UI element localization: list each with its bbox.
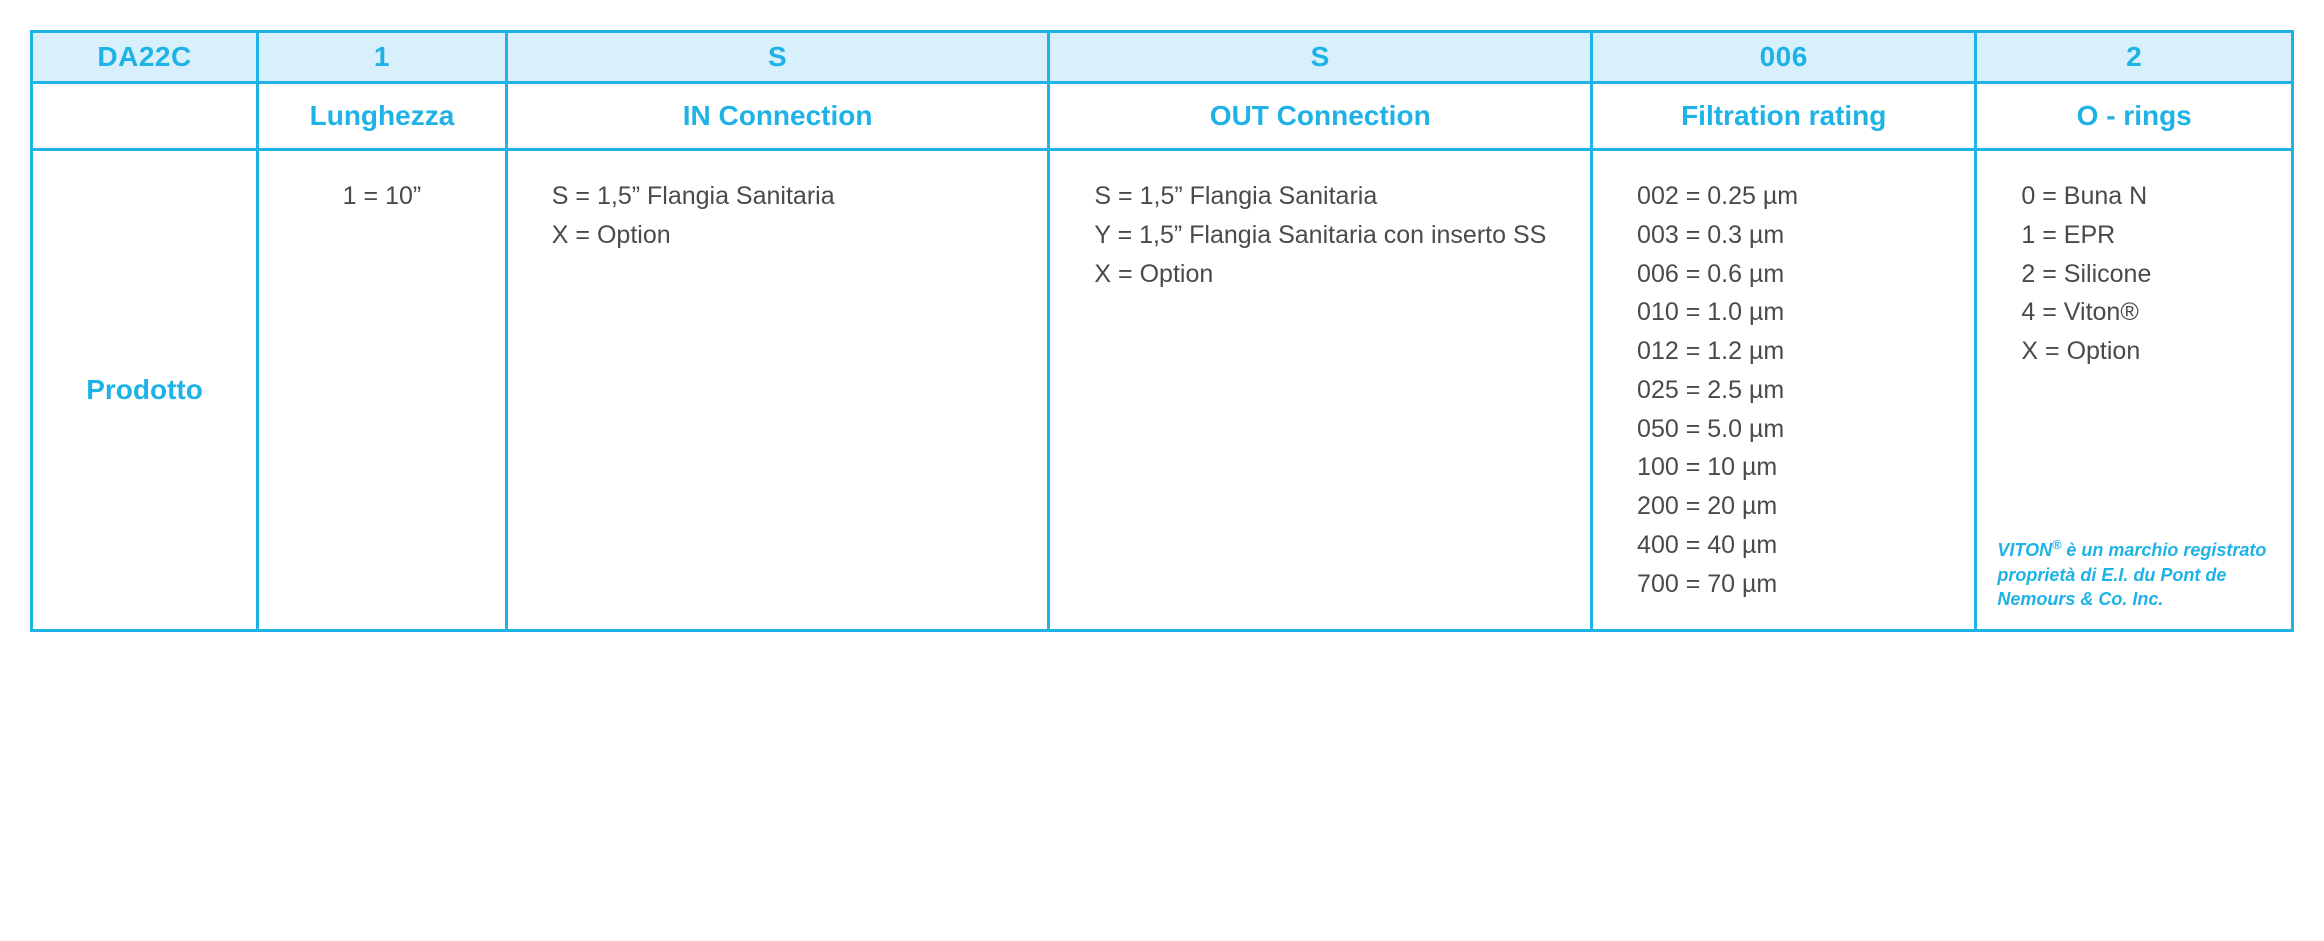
- name-row: Lunghezza IN Connection OUT Connection F…: [32, 83, 2293, 150]
- name-cell-in: IN Connection: [506, 83, 1049, 150]
- name-cell-orings: O - rings: [1976, 83, 2293, 150]
- name-cell-out: OUT Connection: [1049, 83, 1592, 150]
- cell-o-rings: 0 = Buna N1 = EPR2 = Silicone4 = Viton®X…: [1976, 150, 2293, 631]
- name-cell-product: [32, 83, 258, 150]
- code-cell-orings: 2: [1976, 32, 2293, 83]
- product-code-table: DA22C 1 S S 006 2 Lunghezza IN Connectio…: [30, 30, 2294, 632]
- viton-footnote: VITON® è un marchio registrato proprietà…: [1997, 537, 2271, 611]
- code-row: DA22C 1 S S 006 2: [32, 32, 2293, 83]
- row-label-prodotto: Prodotto: [32, 150, 258, 631]
- cell-filtration: 002 = 0.25 µm003 = 0.3 µm006 = 0.6 µm010…: [1592, 150, 1976, 631]
- code-cell-product: DA22C: [32, 32, 258, 83]
- cell-in-connection: S = 1,5” Flangia SanitariaX = Option: [506, 150, 1049, 631]
- o-rings-list: 0 = Buna N1 = EPR2 = Silicone4 = Viton®X…: [2021, 177, 2263, 371]
- code-cell-out: S: [1049, 32, 1592, 83]
- code-cell-length: 1: [258, 32, 507, 83]
- cell-out-connection: S = 1,5” Flangia SanitariaY = 1,5” Flang…: [1049, 150, 1592, 631]
- cell-lunghezza: 1 = 10”: [258, 150, 507, 631]
- name-cell-length: Lunghezza: [258, 83, 507, 150]
- body-row: Prodotto 1 = 10” S = 1,5” Flangia Sanita…: [32, 150, 2293, 631]
- code-cell-rating: 006: [1592, 32, 1976, 83]
- name-cell-rating: Filtration rating: [1592, 83, 1976, 150]
- code-cell-in: S: [506, 32, 1049, 83]
